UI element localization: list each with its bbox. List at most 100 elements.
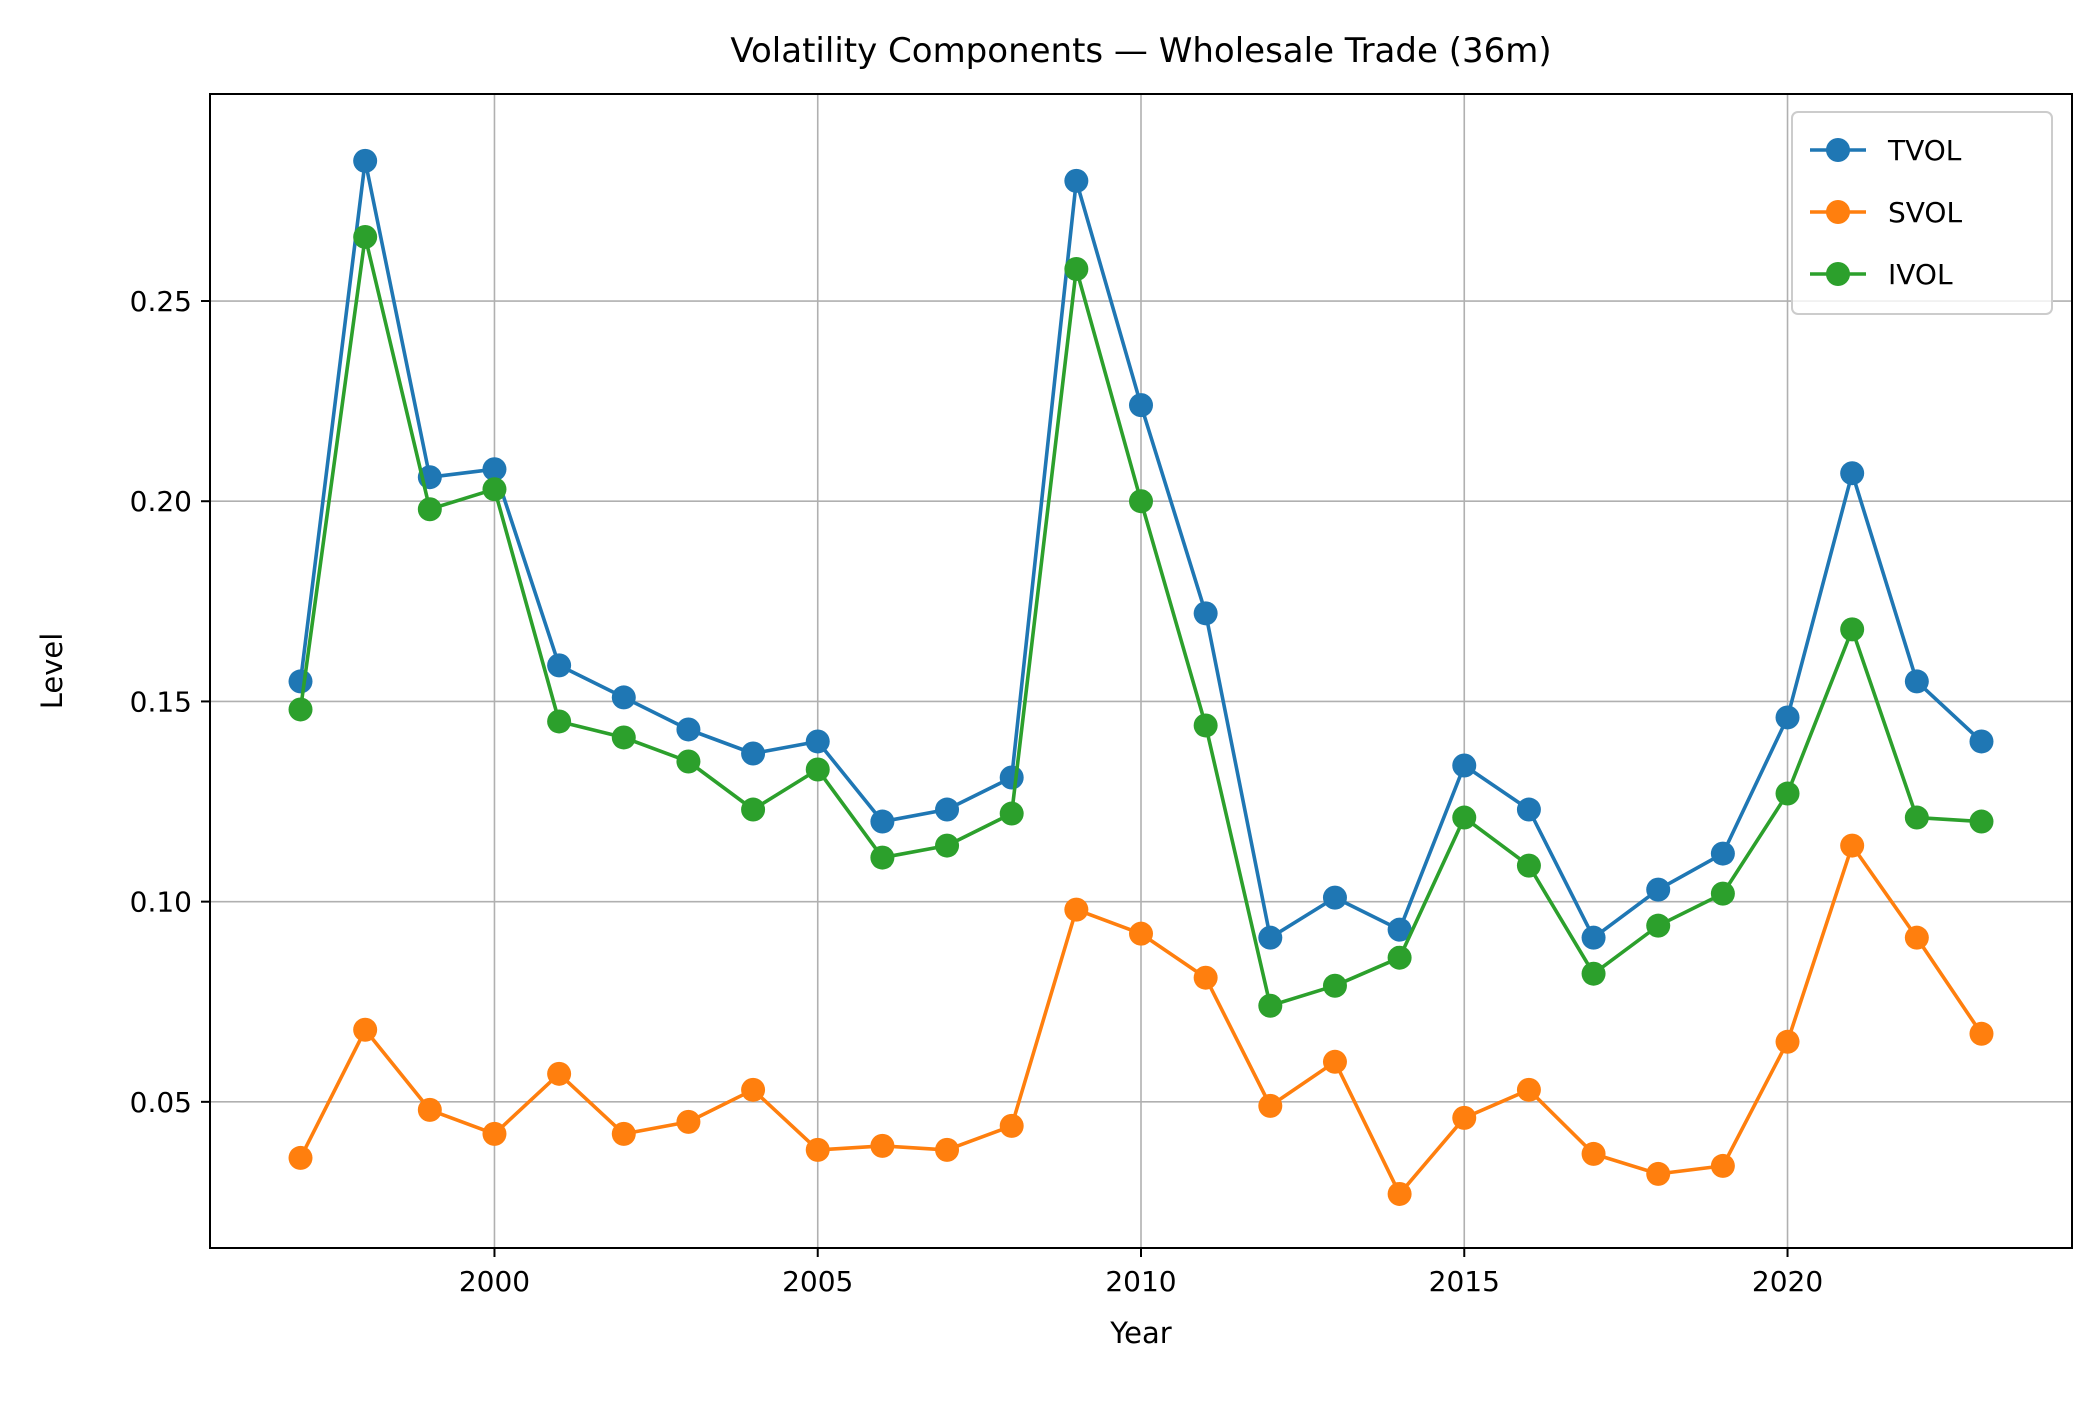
data-point-ivol-2017 (1581, 961, 1606, 986)
data-point-tvol-2011 (1193, 601, 1218, 626)
data-point-ivol-1997 (288, 697, 313, 722)
data-point-ivol-2012 (1258, 993, 1283, 1018)
data-point-svol-2004 (741, 1077, 766, 1102)
data-point-tvol-2005 (805, 729, 830, 754)
data-point-svol-1997 (288, 1145, 313, 1170)
data-point-ivol-2018 (1646, 913, 1671, 938)
data-point-svol-1999 (417, 1097, 442, 1122)
data-point-ivol-2014 (1387, 945, 1412, 970)
x-tick-label: 2020 (1752, 1265, 1823, 1298)
y-tick-label: 0.10 (130, 886, 192, 919)
legend-box (1791, 111, 2053, 315)
data-point-ivol-2000 (482, 477, 507, 502)
data-point-ivol-2005 (805, 757, 830, 782)
series-svol (288, 833, 1994, 1206)
data-point-svol-2013 (1322, 1049, 1347, 1074)
data-point-tvol-1998 (353, 148, 378, 173)
data-point-tvol-2019 (1710, 841, 1735, 866)
legend-label-tvol: TVOL (1887, 134, 1962, 167)
data-point-svol-2005 (805, 1137, 830, 1162)
data-point-ivol-2007 (935, 833, 960, 858)
legend-marker-tvol (1826, 138, 1850, 162)
y-axis-title: Level (35, 633, 69, 710)
data-point-tvol-2006 (870, 809, 895, 834)
legend-item-ivol: IVOL (1810, 258, 1953, 291)
legend-marker-ivol (1826, 262, 1850, 286)
legend-item-tvol: TVOL (1810, 134, 1962, 167)
data-point-svol-2006 (870, 1133, 895, 1158)
data-point-svol-2017 (1581, 1141, 1606, 1166)
data-point-ivol-2015 (1452, 805, 1477, 830)
data-point-svol-2009 (1064, 897, 1089, 922)
data-point-svol-2023 (1969, 1021, 1994, 1046)
data-point-svol-2012 (1258, 1093, 1283, 1118)
data-point-svol-2014 (1387, 1181, 1412, 1206)
plot-series (288, 148, 1994, 1206)
data-point-svol-2011 (1193, 965, 1218, 990)
x-tick-label: 2010 (1105, 1265, 1176, 1298)
x-tick-label: 2005 (782, 1265, 853, 1298)
data-point-tvol-2008 (999, 765, 1024, 790)
data-point-ivol-2001 (547, 709, 572, 734)
data-point-tvol-2013 (1322, 885, 1347, 910)
data-point-tvol-2007 (935, 797, 960, 822)
x-tick-label: 2000 (459, 1265, 530, 1298)
data-point-ivol-2023 (1969, 809, 1994, 834)
data-point-tvol-2021 (1840, 461, 1865, 486)
series-tvol (288, 148, 1994, 950)
legend: TVOL SVOL IVOL (1791, 111, 2053, 315)
data-point-tvol-1997 (288, 669, 313, 694)
data-point-ivol-2008 (999, 801, 1024, 826)
data-point-tvol-2015 (1452, 753, 1477, 778)
data-point-tvol-2016 (1516, 797, 1541, 822)
data-point-svol-2021 (1840, 833, 1865, 858)
data-point-tvol-2010 (1129, 393, 1153, 418)
data-point-ivol-2013 (1322, 973, 1347, 998)
y-tick-label: 0.15 (130, 685, 192, 718)
data-point-ivol-2016 (1516, 853, 1541, 878)
y-tick-label: 0.20 (130, 485, 192, 518)
data-point-ivol-2020 (1775, 781, 1800, 806)
legend-label-svol: SVOL (1888, 196, 1962, 229)
data-point-tvol-2023 (1969, 729, 1994, 754)
data-point-svol-2008 (999, 1113, 1024, 1138)
data-point-svol-2010 (1129, 921, 1153, 946)
data-point-tvol-2002 (611, 685, 636, 710)
data-point-tvol-2012 (1258, 925, 1283, 950)
data-point-ivol-1999 (417, 497, 442, 522)
data-point-tvol-2009 (1064, 168, 1089, 193)
data-point-ivol-1998 (353, 224, 378, 249)
x-tick-label: 2015 (1429, 1265, 1500, 1298)
legend-marker-svol (1826, 200, 1850, 224)
data-point-ivol-2003 (676, 749, 701, 774)
data-point-svol-2022 (1904, 925, 1929, 950)
data-point-ivol-2019 (1710, 881, 1735, 906)
series-ivol (288, 224, 1994, 1018)
data-point-svol-2000 (482, 1121, 507, 1146)
legend-label-ivol: IVOL (1888, 258, 1953, 291)
data-point-svol-2007 (935, 1137, 960, 1162)
data-point-ivol-2004 (741, 797, 766, 822)
data-point-svol-2015 (1452, 1105, 1477, 1130)
data-point-tvol-2022 (1904, 669, 1929, 694)
data-point-tvol-2004 (741, 741, 766, 766)
data-point-tvol-2018 (1646, 877, 1671, 902)
data-point-svol-2002 (611, 1121, 636, 1146)
data-point-svol-2003 (676, 1109, 701, 1134)
data-point-svol-2001 (547, 1061, 572, 1086)
data-point-svol-2019 (1710, 1153, 1735, 1178)
data-point-tvol-2001 (547, 653, 572, 678)
axis-ticks: 2000 2005 2010 2015 2020 0.05 0.10 0.15 0.20 0.25 (130, 285, 1824, 1298)
data-point-tvol-2014 (1387, 917, 1412, 942)
x-axis-title: Year (1109, 1316, 1171, 1350)
chart-title: Volatility Components — Wholesale Trade … (730, 31, 1551, 71)
legend-item-svol: SVOL (1810, 196, 1962, 229)
data-point-tvol-2017 (1581, 925, 1606, 950)
data-point-svol-2016 (1516, 1077, 1541, 1102)
data-point-ivol-2009 (1064, 256, 1089, 281)
data-point-ivol-2021 (1840, 617, 1865, 642)
data-point-ivol-2011 (1193, 713, 1218, 738)
data-point-ivol-2022 (1904, 805, 1929, 830)
